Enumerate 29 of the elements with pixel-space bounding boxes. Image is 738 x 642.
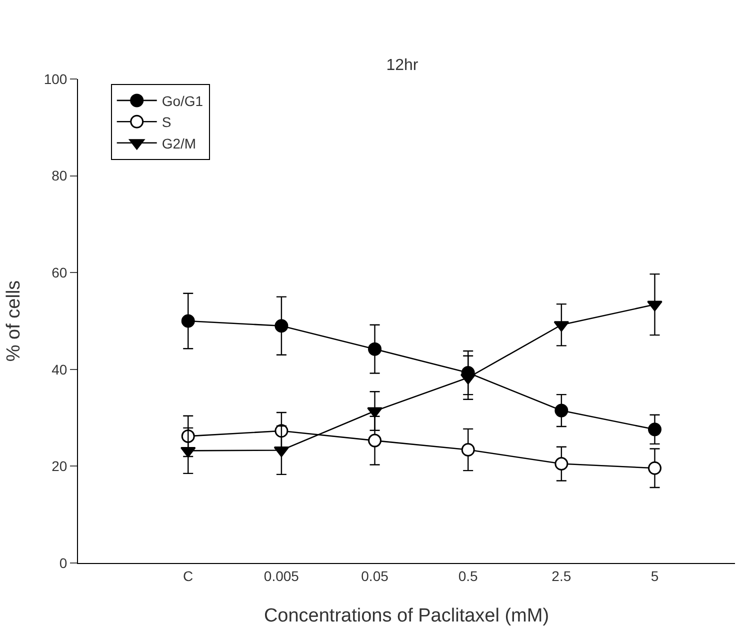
y-tick-label: 60 <box>52 264 68 280</box>
point <box>368 434 382 448</box>
x-tick-label: 5 <box>650 568 659 584</box>
chart-title: 12hr <box>386 56 419 74</box>
point <box>461 442 475 456</box>
y-tick-label: 0 <box>59 554 68 571</box>
y-tick-label: 40 <box>52 361 68 378</box>
point <box>647 300 662 312</box>
point <box>368 342 382 356</box>
y-tick-label: 100 <box>44 70 68 87</box>
x-tick-label: 2.5 <box>552 568 572 584</box>
point <box>274 319 288 333</box>
legend-label: Go/G1 <box>162 92 204 109</box>
legend-label: S <box>162 114 172 130</box>
y-tick-label: 20 <box>52 458 68 474</box>
x-axis-title: Concentrations of Paclitaxel (mM) <box>264 606 550 627</box>
x-tick-label: 0.5 <box>458 568 478 584</box>
point <box>554 457 568 471</box>
y-axis-title: % of cells <box>4 280 25 362</box>
point <box>554 404 568 418</box>
point <box>648 422 662 436</box>
legend-label: G2/M <box>162 135 196 152</box>
y-tick-label: 80 <box>52 168 68 184</box>
x-tick-label: 0.005 <box>264 568 300 584</box>
point <box>367 407 382 418</box>
point <box>181 314 195 328</box>
x-tick-label: C <box>183 568 194 584</box>
x-tick-label: 0.05 <box>361 568 389 584</box>
point <box>648 461 662 475</box>
